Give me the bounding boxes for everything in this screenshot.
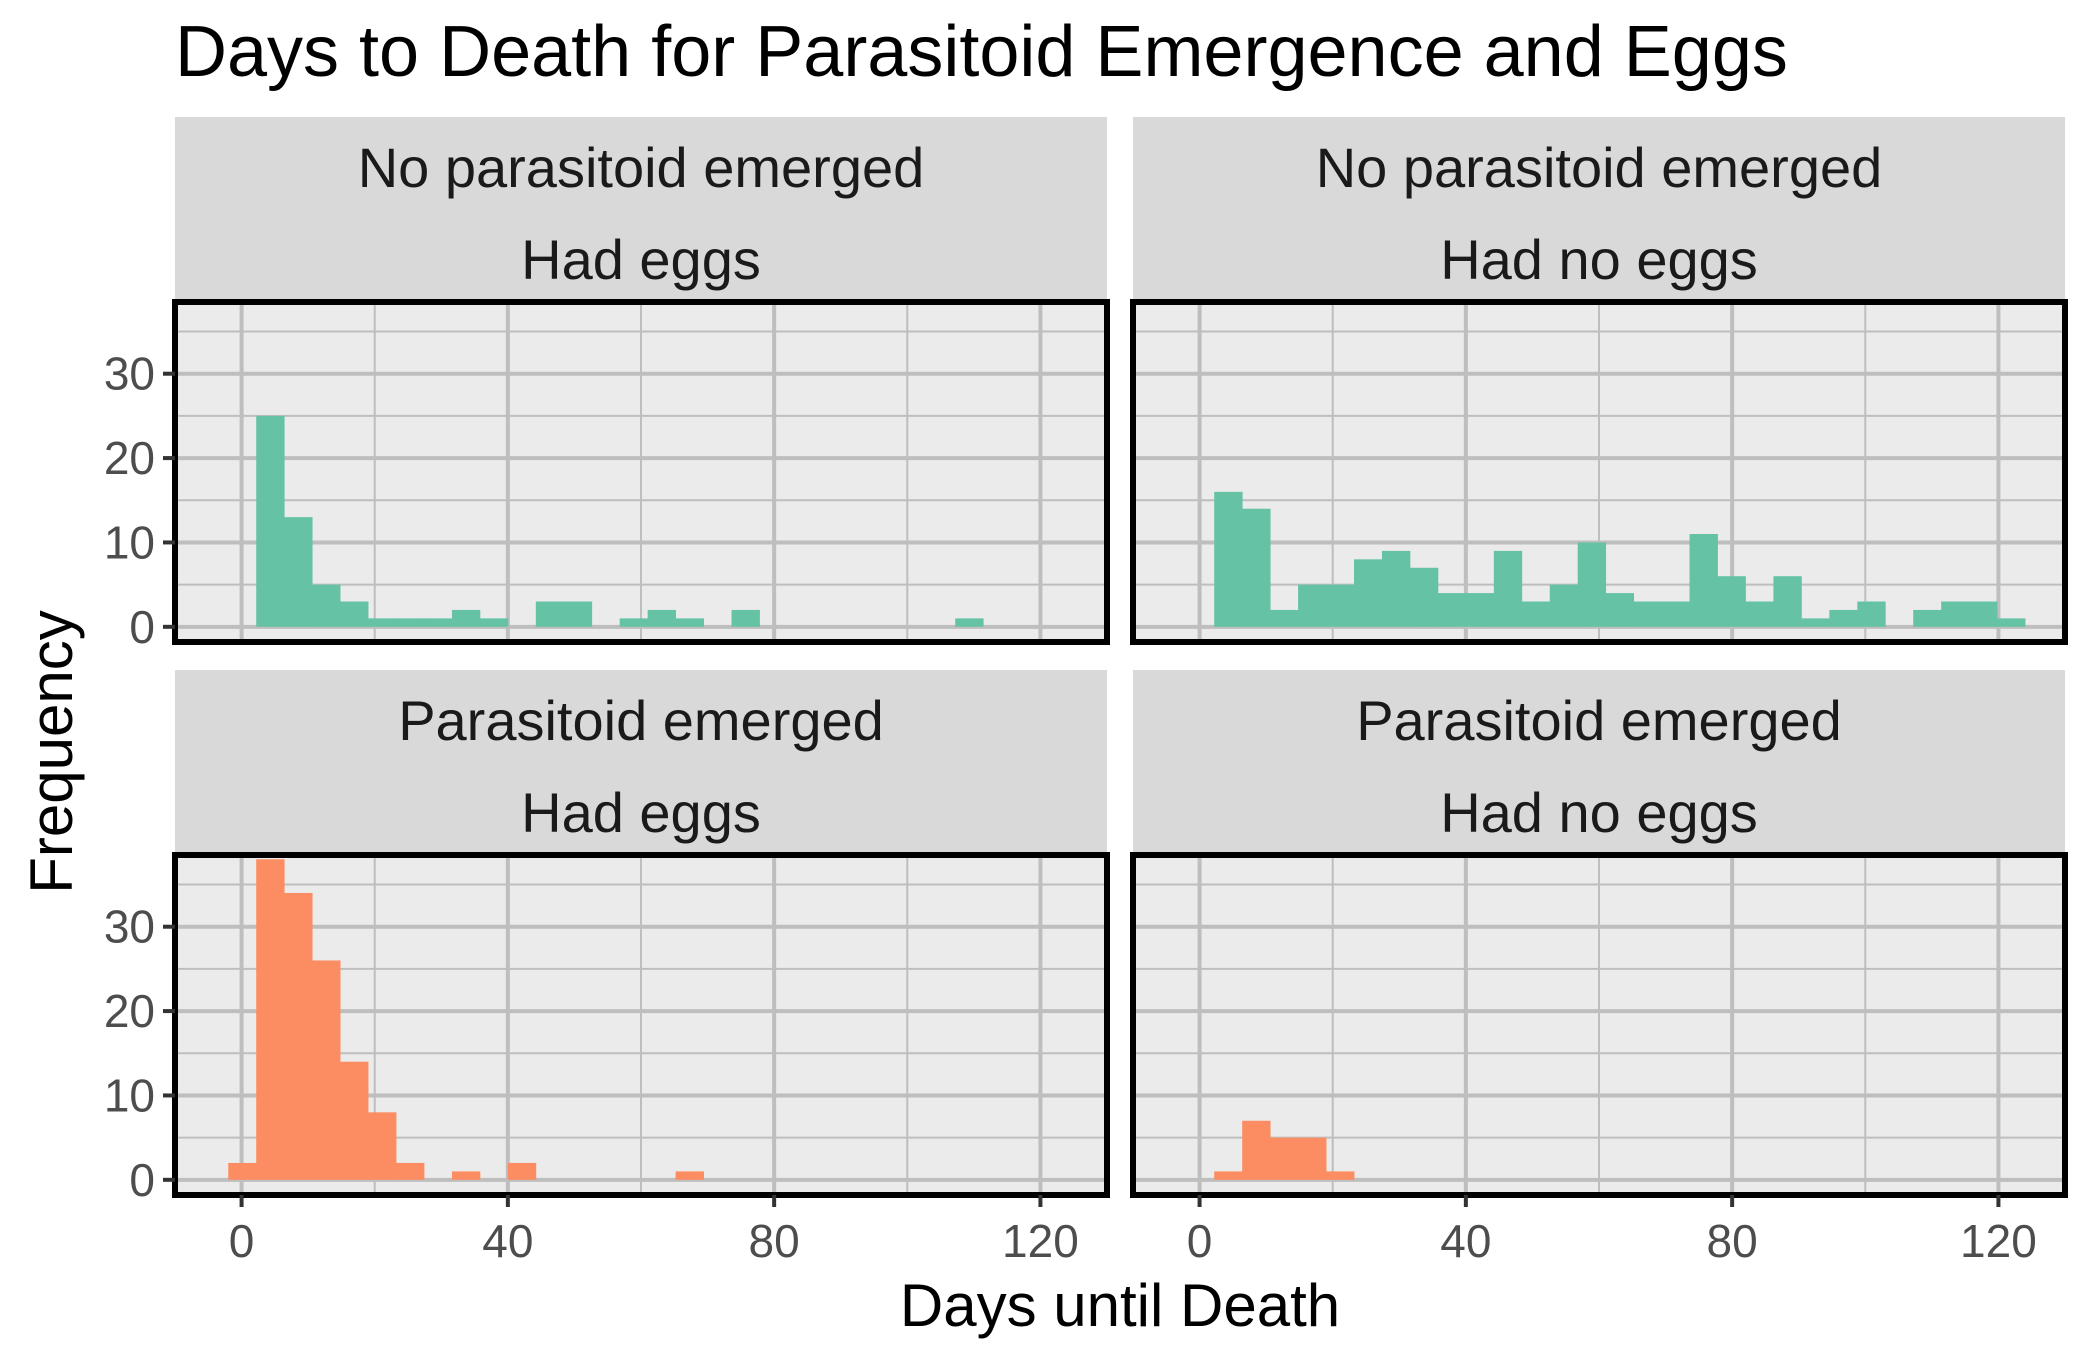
histogram-bar: 7 — [1410, 568, 1438, 627]
histogram-bar: 9 — [1382, 551, 1410, 627]
y-tick-label: 10 — [104, 516, 155, 568]
facet-strip-label: Had eggs — [521, 781, 761, 844]
x-tick-label: 40 — [1440, 1215, 1491, 1267]
histogram-bar: 1 — [1326, 1171, 1354, 1179]
histogram-bar: 4 — [1438, 593, 1466, 627]
facet-strip-label: No parasitoid emerged — [358, 136, 925, 199]
y-tick-label: 20 — [104, 432, 155, 484]
histogram-bar: 14 — [1242, 509, 1270, 627]
histogram-bar: 25 — [256, 416, 284, 627]
histogram-bar: 34 — [284, 893, 312, 1180]
x-tick-label: 80 — [749, 1215, 800, 1267]
histogram-bar: 1 — [480, 618, 508, 626]
histogram-bar: 5 — [1298, 1138, 1326, 1180]
facet-strip-label: Parasitoid emerged — [398, 689, 884, 752]
y-tick-label: 0 — [129, 1154, 155, 1206]
histogram-bar: 1 — [1997, 618, 2025, 626]
y-axis-title: Frequency — [18, 610, 85, 893]
histogram-bar: 7 — [1242, 1121, 1270, 1180]
histogram-bar: 5 — [1270, 1138, 1298, 1180]
histogram-bar: 3 — [1634, 602, 1662, 627]
x-tick-label: 0 — [229, 1215, 255, 1267]
histogram-bar: 14 — [340, 1062, 368, 1180]
histogram-bar: 2 — [228, 1163, 256, 1180]
chart-title: Days to Death for Parasitoid Emergence a… — [175, 12, 1788, 92]
histogram-bar: 5 — [1326, 585, 1354, 627]
facet-strip-label: Had eggs — [521, 228, 761, 291]
histogram-bar: 3 — [1969, 602, 1997, 627]
histogram-bar: 2 — [452, 610, 480, 627]
histogram-bar: 5 — [1550, 585, 1578, 627]
histogram-bar: 3 — [1941, 602, 1969, 627]
histogram-bar: 4 — [1466, 593, 1494, 627]
histogram-bar: 1 — [676, 618, 704, 626]
y-tick-label: 20 — [104, 985, 155, 1037]
histogram-bar: 3 — [536, 602, 564, 627]
histogram-bar: 2 — [732, 610, 760, 627]
histogram-bar: 1 — [452, 1171, 480, 1179]
histogram-bar: 5 — [312, 585, 340, 627]
histogram-bar: 3 — [340, 602, 368, 627]
histogram-bar: 1 — [396, 618, 424, 626]
histogram-bar: 9 — [1494, 551, 1522, 627]
histogram-bar: 6 — [1773, 576, 1801, 627]
histogram-bar: 1 — [1801, 618, 1829, 626]
histogram-bar: 26 — [312, 960, 340, 1179]
histogram-bar: 2 — [508, 1163, 536, 1180]
histogram-bar: 38 — [256, 859, 284, 1180]
facet-strip-label: Parasitoid emerged — [1356, 689, 1842, 752]
histogram-bar: 13 — [284, 517, 312, 627]
y-tick-label: 30 — [104, 901, 155, 953]
x-tick-label: 120 — [1002, 1215, 1079, 1267]
histogram-bar: 10 — [1578, 542, 1606, 626]
x-tick-label: 0 — [1187, 1215, 1213, 1267]
histogram-bar: 11 — [1690, 534, 1718, 627]
histogram-bar: 3 — [1662, 602, 1690, 627]
histogram-bar: 4 — [1606, 593, 1634, 627]
histogram-bar: 3 — [1745, 602, 1773, 627]
histogram-bar: 8 — [368, 1112, 396, 1179]
x-tick-label: 120 — [1960, 1215, 2037, 1267]
histogram-bar: 16 — [1214, 492, 1242, 627]
facet-strip-label: No parasitoid emerged — [1316, 136, 1883, 199]
facet-strip-label: Had no eggs — [1440, 228, 1758, 291]
histogram-bar: 2 — [1913, 610, 1941, 627]
histogram-bar: 3 — [564, 602, 592, 627]
x-tick-label: 80 — [1707, 1215, 1758, 1267]
y-tick-label: 30 — [104, 348, 155, 400]
facet-strip-label: Had no eggs — [1440, 781, 1758, 844]
y-tick-label: 10 — [104, 1069, 155, 1121]
histogram-bar: 2 — [396, 1163, 424, 1180]
histogram-bar: 2 — [1270, 610, 1298, 627]
histogram-bar: 1 — [424, 618, 452, 626]
x-axis-title: Days until Death — [900, 1272, 1340, 1339]
histogram-bar: 3 — [1857, 602, 1885, 627]
histogram-bar: 1 — [955, 618, 983, 626]
histogram-bar: 5 — [1298, 585, 1326, 627]
y-tick-label: 0 — [129, 601, 155, 653]
histogram-bar: 2 — [1829, 610, 1857, 627]
histogram-bar: 1 — [676, 1171, 704, 1179]
histogram-bar: 1 — [368, 618, 396, 626]
histogram-bar: 1 — [1214, 1171, 1242, 1179]
histogram-bar: 3 — [1522, 602, 1550, 627]
histogram-bar: 6 — [1718, 576, 1746, 627]
histogram-bar: 1 — [620, 618, 648, 626]
x-tick-label: 40 — [482, 1215, 533, 1267]
histogram-bar: 8 — [1354, 559, 1382, 626]
histogram-bar: 2 — [648, 610, 676, 627]
